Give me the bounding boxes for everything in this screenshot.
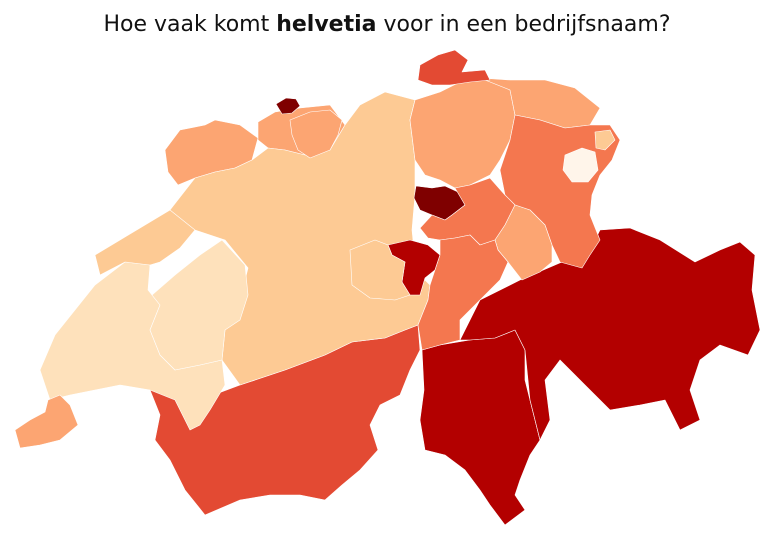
region-schaffhausen <box>417 49 491 86</box>
region-uri <box>417 234 509 351</box>
region-appenzell-innerrhoden <box>562 147 599 183</box>
region-fribourg <box>149 239 249 371</box>
switzerland-choropleth-map <box>14 49 761 526</box>
title-emphasis: helvetia <box>276 12 377 37</box>
region-glarus <box>494 204 553 281</box>
region-lucerne <box>349 239 411 301</box>
region-aargau-west <box>289 109 343 159</box>
region-basel-stadt <box>275 97 301 115</box>
region-appenzell-ausserrhoden <box>594 129 616 151</box>
region-neuchatel <box>94 199 196 276</box>
title-suffix: voor in een bedrijfsnaam? <box>376 12 671 37</box>
map-title: Hoe vaak komt helvetia voor in een bedri… <box>0 12 774 37</box>
region-ticino <box>419 329 541 526</box>
region-geneva <box>14 394 79 449</box>
region-graubuenden <box>459 227 761 441</box>
title-prefix: Hoe vaak komt <box>103 12 277 37</box>
region-zurich <box>409 77 516 189</box>
